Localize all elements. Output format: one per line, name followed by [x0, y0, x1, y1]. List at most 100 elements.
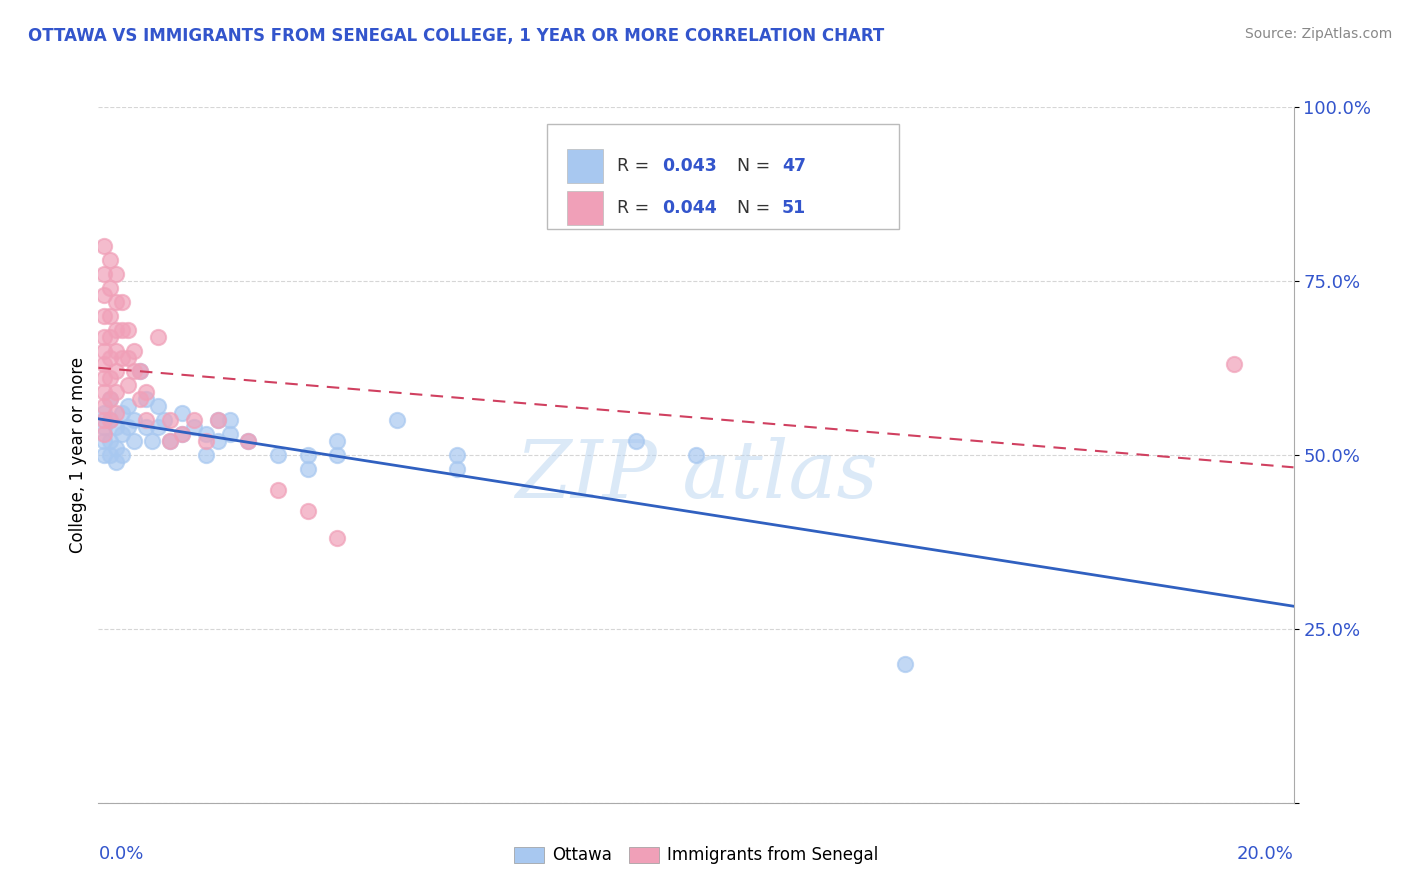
Point [297, 448, 319, 462]
Point [326, 448, 349, 462]
Point [98, 392, 122, 407]
Point [148, 399, 170, 413]
Point [105, 406, 128, 420]
Text: R =: R = [617, 157, 655, 175]
Point [98, 351, 122, 365]
Point [159, 413, 181, 427]
Point [93, 329, 115, 343]
Point [297, 462, 319, 476]
Point [117, 399, 139, 413]
Point [105, 364, 128, 378]
Point [446, 448, 468, 462]
Point [93, 420, 115, 434]
Point [207, 413, 229, 427]
Point [93, 371, 115, 385]
Point [93, 448, 115, 462]
Point [148, 420, 170, 434]
Point [141, 434, 163, 448]
Point [117, 378, 139, 392]
Point [1223, 358, 1246, 372]
Point [98, 448, 122, 462]
Text: R =: R = [617, 199, 655, 217]
Point [111, 351, 134, 365]
Point [111, 448, 134, 462]
FancyBboxPatch shape [567, 150, 603, 183]
Point [98, 392, 122, 407]
Point [172, 427, 194, 442]
Point [93, 385, 115, 400]
Point [93, 343, 115, 358]
Point [93, 413, 115, 427]
Point [93, 358, 115, 372]
Point [135, 385, 157, 400]
Point [98, 253, 122, 268]
Point [124, 343, 146, 358]
Point [326, 532, 349, 546]
Point [172, 406, 194, 420]
Point [93, 288, 115, 302]
Point [93, 406, 115, 420]
Point [98, 309, 122, 323]
Point [105, 267, 128, 281]
Text: Source: ZipAtlas.com: Source: ZipAtlas.com [1244, 27, 1392, 41]
Point [135, 420, 157, 434]
Point [236, 434, 259, 448]
Point [93, 239, 115, 253]
Point [894, 657, 917, 671]
Point [172, 427, 194, 442]
Point [219, 413, 242, 427]
FancyBboxPatch shape [567, 191, 603, 225]
Point [207, 413, 229, 427]
Point [105, 294, 128, 309]
Text: 20.0%: 20.0% [1237, 845, 1294, 863]
Point [98, 281, 122, 295]
Point [297, 503, 319, 517]
Point [159, 434, 181, 448]
Text: 0.0%: 0.0% [98, 845, 143, 863]
Point [105, 441, 128, 455]
Point [111, 294, 134, 309]
Point [117, 420, 139, 434]
Point [685, 448, 707, 462]
Legend: Ottawa, Immigrants from Senegal: Ottawa, Immigrants from Senegal [508, 839, 884, 871]
Point [446, 462, 468, 476]
Point [93, 309, 115, 323]
Point [124, 413, 146, 427]
Point [194, 434, 218, 448]
Point [93, 267, 115, 281]
Point [267, 483, 290, 497]
Point [105, 455, 128, 469]
Point [624, 434, 647, 448]
Point [159, 434, 181, 448]
Point [326, 434, 349, 448]
Point [194, 427, 218, 442]
Point [148, 329, 170, 343]
Text: ZIP atlas: ZIP atlas [515, 437, 877, 515]
Text: N =: N = [737, 199, 775, 217]
Text: 51: 51 [782, 199, 806, 217]
Point [207, 434, 229, 448]
Point [93, 399, 115, 413]
Point [93, 434, 115, 448]
Text: 0.043: 0.043 [662, 157, 717, 175]
Point [111, 323, 134, 337]
Text: 47: 47 [782, 157, 806, 175]
Point [98, 413, 122, 427]
Text: OTTAWA VS IMMIGRANTS FROM SENEGAL COLLEGE, 1 YEAR OR MORE CORRELATION CHART: OTTAWA VS IMMIGRANTS FROM SENEGAL COLLEG… [28, 27, 884, 45]
Point [183, 420, 205, 434]
Point [194, 448, 218, 462]
Point [105, 323, 128, 337]
Point [98, 329, 122, 343]
Point [98, 371, 122, 385]
Point [111, 427, 134, 442]
Point [236, 434, 259, 448]
Point [117, 351, 139, 365]
FancyBboxPatch shape [547, 124, 900, 229]
Point [105, 420, 128, 434]
Point [385, 413, 409, 427]
Point [153, 413, 176, 427]
Point [111, 406, 134, 420]
Text: 0.044: 0.044 [662, 199, 717, 217]
Point [98, 413, 122, 427]
Point [124, 434, 146, 448]
